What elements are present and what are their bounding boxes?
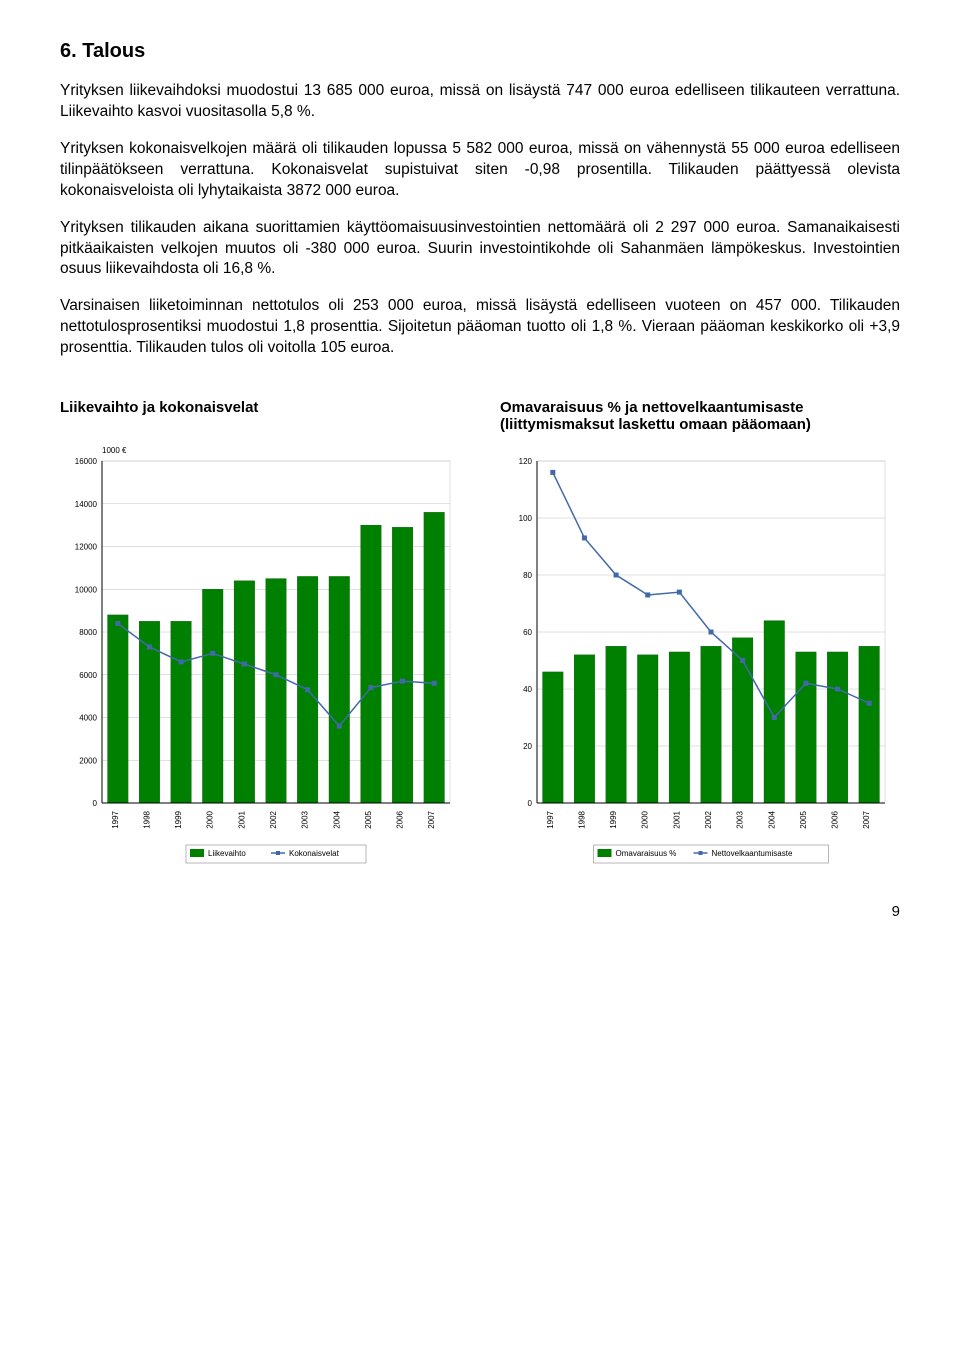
svg-text:120: 120 xyxy=(519,457,533,466)
svg-text:2006: 2006 xyxy=(396,811,405,829)
svg-text:Kokonaisvelat: Kokonaisvelat xyxy=(289,849,340,858)
svg-text:Omavaraisuus %: Omavaraisuus % xyxy=(616,849,677,858)
svg-text:1999: 1999 xyxy=(609,811,618,829)
svg-text:2005: 2005 xyxy=(799,811,808,829)
svg-text:60: 60 xyxy=(523,628,532,637)
section-heading: 6. Talous xyxy=(60,40,900,63)
svg-text:2000: 2000 xyxy=(79,756,97,765)
page-number: 9 xyxy=(60,903,900,920)
svg-text:16000: 16000 xyxy=(75,457,98,466)
svg-text:2007: 2007 xyxy=(862,811,871,829)
svg-text:14000: 14000 xyxy=(75,500,98,509)
svg-text:20: 20 xyxy=(523,742,532,751)
svg-text:2007: 2007 xyxy=(427,811,436,829)
chart-left-svg: 0 2000 4000 6000 8000 10000 12000 14000 16000 199… xyxy=(60,443,460,883)
svg-text:40: 40 xyxy=(523,685,532,694)
svg-text:1998: 1998 xyxy=(142,811,151,829)
svg-text:10000: 10000 xyxy=(75,585,98,594)
svg-text:2003: 2003 xyxy=(736,811,745,829)
svg-text:2000: 2000 xyxy=(206,811,215,829)
svg-text:1997: 1997 xyxy=(111,811,120,829)
svg-text:2004: 2004 xyxy=(767,811,776,829)
svg-text:8000: 8000 xyxy=(79,628,97,637)
svg-text:0: 0 xyxy=(528,799,533,808)
svg-text:1997: 1997 xyxy=(546,811,555,829)
svg-text:2001: 2001 xyxy=(672,811,681,829)
svg-text:4000: 4000 xyxy=(79,714,97,723)
svg-text:Nettovelkaantumisaste: Nettovelkaantumisaste xyxy=(712,849,793,858)
svg-text:1999: 1999 xyxy=(174,811,183,829)
svg-text:1998: 1998 xyxy=(577,811,586,829)
svg-text:2001: 2001 xyxy=(237,811,246,829)
svg-text:100: 100 xyxy=(519,514,533,523)
paragraph-4: Varsinaisen liiketoiminnan nettotulos ol… xyxy=(60,296,900,359)
paragraph-3: Yrityksen tilikauden aikana suorittamien… xyxy=(60,218,900,281)
svg-text:80: 80 xyxy=(523,571,532,580)
svg-text:2003: 2003 xyxy=(301,811,310,829)
paragraph-2: Yrityksen kokonaisvelkojen määrä oli til… xyxy=(60,139,900,202)
chart-left: 0 2000 4000 6000 8000 10000 12000 14000 16000 199… xyxy=(60,443,465,883)
svg-text:1000 €: 1000 € xyxy=(102,446,127,455)
paragraph-1: Yrityksen liikevaihdoksi muodostui 13 68… xyxy=(60,81,900,123)
svg-text:2004: 2004 xyxy=(332,811,341,829)
svg-text:Liikevaihto: Liikevaihto xyxy=(208,849,246,858)
svg-text:2002: 2002 xyxy=(704,811,713,829)
svg-text:2002: 2002 xyxy=(269,811,278,829)
chart-right-svg: 0 20 40 60 80 100 120 1997 1998 1999 2000 2001 2002 2… xyxy=(495,443,895,883)
svg-text:0: 0 xyxy=(93,799,98,808)
chart-right-title: Omavaraisuus % ja nettovelkaantumisaste … xyxy=(460,399,900,433)
svg-text:6000: 6000 xyxy=(79,671,97,680)
svg-text:2006: 2006 xyxy=(831,811,840,829)
chart-left-title: Liikevaihto ja kokonaisvelat xyxy=(60,399,460,433)
svg-text:12000: 12000 xyxy=(75,543,98,552)
svg-text:2005: 2005 xyxy=(364,811,373,829)
chart-right: 0 20 40 60 80 100 120 1997 1998 1999 2000 2001 2002 2… xyxy=(495,443,900,883)
svg-text:2000: 2000 xyxy=(641,811,650,829)
